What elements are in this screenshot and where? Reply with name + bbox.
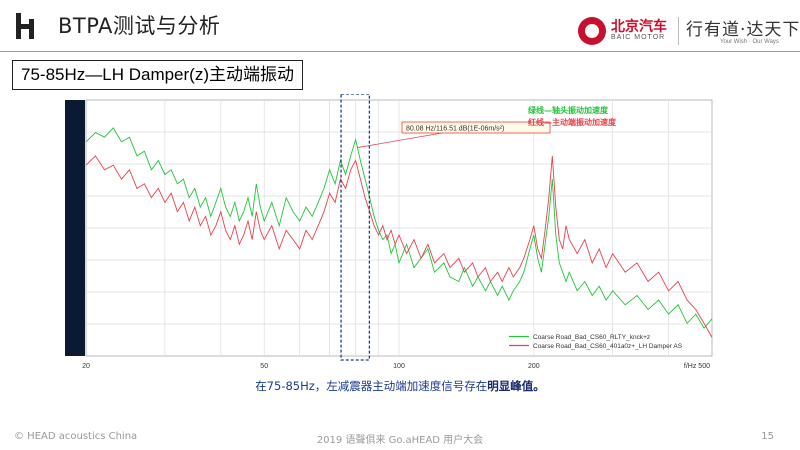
brand-slogan: 行有道·达天下 xyxy=(686,20,800,40)
color-legend-entry: 红线—主动端振动加速度 xyxy=(528,117,617,127)
series-line-green xyxy=(85,127,713,329)
cursor-label-box xyxy=(401,121,551,134)
baic-emblem-icon xyxy=(578,17,606,45)
series-line-red xyxy=(85,155,713,338)
x-tick-label: 100 xyxy=(393,363,405,370)
slide-subtitle: 75-85Hz—LH Damper(z)主动端振动 xyxy=(12,60,303,90)
footer-copyright: © HEAD acoustics China xyxy=(14,431,138,442)
x-tick-label: 200 xyxy=(528,363,540,370)
cursor-leader-line xyxy=(357,132,443,148)
spectrum-chart: 20 50 100 200 f/Hz 500 80.08 Hz/116.51 dB(1E-… xyxy=(65,94,713,370)
brand-slogan-en: Your Wish · Our Ways xyxy=(720,39,779,45)
x-tick-label: 20 xyxy=(82,363,90,370)
legend-entry: Coarse Road_Bad_CS60_401a0z+_LH Damper A… xyxy=(533,343,683,350)
header-divider xyxy=(0,51,800,52)
color-legend-entry: 绿线—轴头振动加速度 xyxy=(528,105,609,115)
x-axis-unit-label: f/Hz 500 xyxy=(684,363,710,370)
page-number: 15 xyxy=(761,431,774,442)
y-axis-bar xyxy=(65,100,85,356)
highlight-range-box xyxy=(340,94,371,361)
brand-name-cn: 北京汽车 xyxy=(611,19,667,35)
head-acoustics-logo-icon xyxy=(16,13,34,39)
legend-entry: Coarse Road_Bad_CS60_RLTY_knck+z xyxy=(533,334,650,341)
baic-brand-block: 北京汽车 BAIC MOTOR 行有道·达天下 Your Wish · Our … xyxy=(578,15,799,49)
chart-caption: 在75-85Hz，左减震器主动端加速度信号存在明显峰值。 xyxy=(0,378,800,394)
caption-text: 在75-85Hz，左减震器主动端加速度信号存在 xyxy=(255,379,488,393)
brand-divider xyxy=(678,17,679,45)
brand-name-en: BAIC MOTOR xyxy=(611,34,666,41)
page-title: BTPA测试与分析 xyxy=(58,14,221,38)
footer-event: 2019 语聲俱来 Go.aHEAD 用户大会 xyxy=(316,435,484,446)
caption-emphasis: 明显峰值。 xyxy=(487,379,545,393)
cursor-label: 80.08 Hz/116.51 dB(1E-06m/s²) xyxy=(406,126,504,133)
x-tick-label: 50 xyxy=(260,363,268,370)
